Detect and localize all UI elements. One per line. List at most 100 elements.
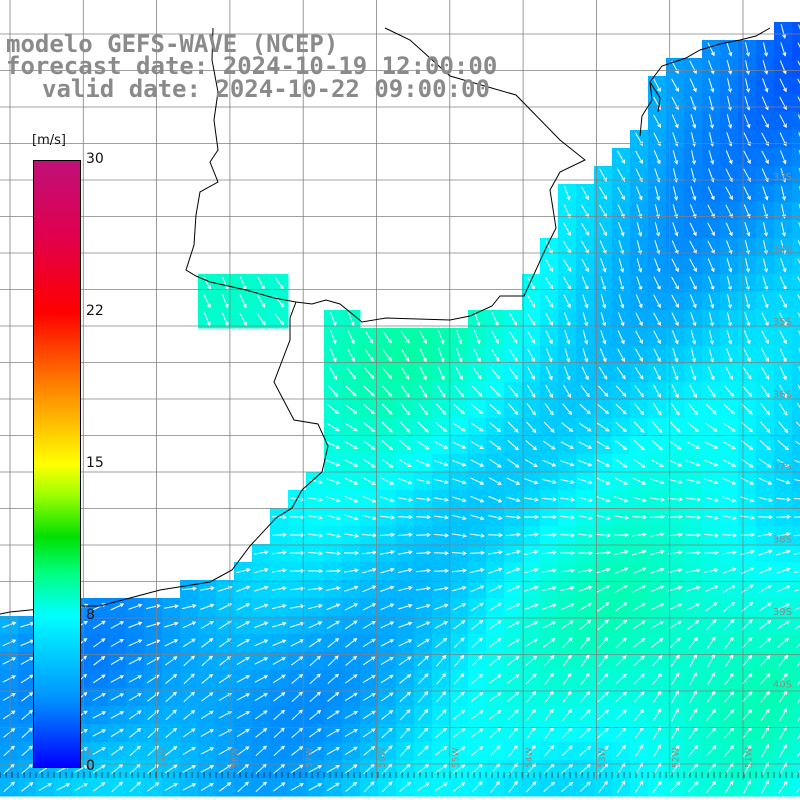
wind-arrow: [362, 710, 376, 720]
wind-arrow: [759, 673, 771, 685]
wind-arrow: [308, 746, 322, 756]
wind-arrow: [794, 606, 800, 611]
wind-arrow: [727, 294, 732, 309]
wind-arrow: [781, 204, 786, 219]
wind-arrow: [709, 330, 714, 345]
wind-arrow: [654, 240, 661, 255]
wind-arrow: [201, 638, 214, 648]
wind-arrow: [723, 619, 735, 631]
wind-arrow: [453, 764, 466, 774]
wind-arrow: [633, 439, 645, 451]
wind-arrow: [742, 366, 752, 380]
wind-arrow: [671, 294, 679, 308]
wind-arrow: [146, 604, 161, 610]
wind-arrow: [686, 479, 701, 484]
wind-arrow: [776, 478, 791, 485]
wind-arrow: [362, 603, 377, 611]
wind-arrow: [330, 330, 337, 345]
wind-arrow: [471, 637, 483, 649]
wind-arrow: [453, 691, 465, 703]
wind-arrow: [346, 367, 356, 380]
wind-arrow: [399, 440, 412, 451]
wind-arrow: [508, 330, 518, 344]
wind-arrow: [362, 495, 377, 503]
wind-arrow: [744, 294, 751, 309]
wind-arrow: [398, 497, 413, 502]
wind-arrow: [724, 690, 735, 703]
wind-arrow: [778, 402, 788, 416]
wind-arrow: [542, 478, 557, 485]
wind-arrow: [417, 673, 429, 685]
wind-arrow: [416, 478, 431, 485]
wind-arrow: [489, 727, 502, 738]
wind-arrow: [597, 727, 609, 739]
wind-arrow: [762, 294, 769, 309]
wind-arrow: [670, 726, 680, 740]
wind-arrow: [686, 497, 701, 502]
wind-arrow: [451, 551, 468, 556]
wind-arrow: [762, 42, 768, 57]
wind-arrow: [578, 496, 593, 503]
wind-arrow: [507, 674, 520, 684]
wind-arrow: [289, 568, 306, 573]
wind-arrow: [524, 478, 539, 485]
wind-arrow: [597, 602, 610, 612]
colorbar-tick-15: 15: [86, 455, 104, 471]
wind-arrow: [725, 366, 733, 381]
wind-arrow: [778, 654, 789, 667]
wind-arrow: [111, 763, 124, 774]
wind-arrow: [578, 422, 592, 432]
wind-arrow: [200, 710, 214, 720]
wind-arrow: [703, 550, 720, 555]
wind-arrow: [793, 516, 800, 518]
wind-arrow: [741, 691, 753, 703]
wind-arrow: [796, 661, 800, 668]
wind-arrow: [670, 744, 680, 757]
wind-arrow: [345, 385, 357, 397]
wind-arrow: [634, 403, 645, 416]
wind-arrow: [744, 78, 751, 93]
model-title: modelo GEFS-WAVE (NCEP): [6, 30, 339, 58]
latitude-label: 35S: [773, 317, 792, 328]
wind-arrow: [779, 348, 787, 363]
wind-arrow: [433, 568, 450, 573]
wind-arrow: [362, 477, 377, 485]
wind-arrow: [636, 240, 643, 255]
wind-cell: [792, 22, 800, 41]
wind-arrow: [128, 639, 143, 647]
wind-arrow: [56, 783, 71, 791]
wind-arrow: [329, 366, 338, 381]
wind-arrow: [417, 655, 429, 667]
wind-arrow: [419, 366, 427, 381]
wind-arrow: [200, 782, 214, 792]
wind-arrow: [690, 114, 697, 129]
wind-cell: [792, 58, 800, 77]
wind-arrow: [650, 497, 665, 502]
wind-cell: [792, 400, 800, 419]
wind-arrow: [506, 496, 521, 503]
wind-arrow: [615, 655, 627, 667]
wind-arrow: [741, 619, 753, 631]
wind-arrow: [542, 586, 557, 592]
wind-arrow: [436, 672, 447, 685]
wind-arrow: [633, 421, 645, 433]
wind-arrow: [686, 568, 701, 573]
wind-arrow: [722, 550, 737, 555]
wind-arrow: [490, 367, 500, 380]
wind-arrow: [653, 150, 661, 165]
wind-arrow: [526, 690, 537, 703]
wind-arrow: [704, 585, 719, 593]
wind-arrow: [578, 460, 593, 467]
wind-arrow: [362, 567, 377, 574]
wind-arrow: [272, 586, 287, 591]
wind-arrow: [93, 782, 106, 792]
wind-arrow: [343, 550, 360, 556]
wind-arrow: [687, 422, 700, 433]
wind-arrow: [326, 586, 341, 591]
longitude-label: 54W: [525, 748, 535, 768]
wind-arrow: [254, 639, 269, 647]
wind-arrow: [582, 294, 589, 309]
wind-arrow: [779, 78, 787, 93]
wind-arrow: [380, 639, 395, 647]
wind-arrow: [419, 348, 427, 363]
